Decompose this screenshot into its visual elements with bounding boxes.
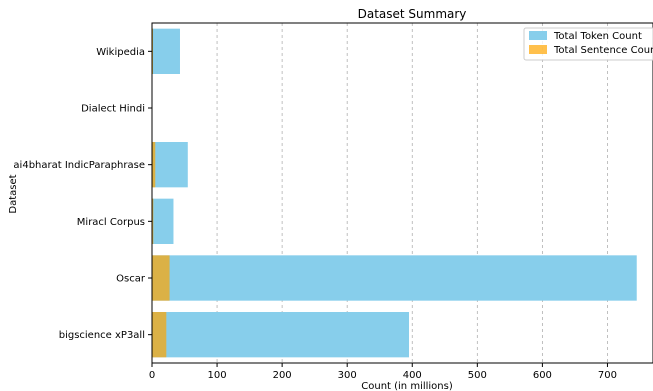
plot-frame <box>151 22 653 364</box>
legend-swatch-total-sentence-count <box>529 45 547 54</box>
y-tick-label: Miracl Corpus <box>77 217 145 228</box>
y-tick-label: bigscience xP3all <box>59 330 145 341</box>
bar-total-token-count-bigscience-xp3all <box>152 312 410 358</box>
legend-swatch-total-token-count <box>529 31 547 40</box>
y-tick-label: Dialect Hindi <box>81 104 145 115</box>
x-tick-label: 400 <box>403 370 422 381</box>
legend: Total Token Count Total Sentence Count <box>523 27 653 61</box>
x-tick-label: 200 <box>273 370 292 381</box>
bar-total-token-count-wikipedia <box>152 28 180 75</box>
chart-title: Dataset Summary <box>358 7 467 21</box>
bar-total-token-count-ai4bharat-indicparaphrase <box>152 142 188 188</box>
y-axis-ticks: Wikipedia Dialect Hindi ai4bharat IndicPar… <box>13 47 152 341</box>
grid <box>151 23 608 363</box>
y-axis-label: Dataset <box>8 174 19 213</box>
bar-total-sentence-count-ai4bharat-indicparaphrase <box>152 142 156 188</box>
x-tick-label: 700 <box>598 370 617 381</box>
bar-total-token-count-miracl-corpus <box>152 198 174 244</box>
x-axis-ticks: 0 100 200 300 400 500 600 700 <box>149 363 617 381</box>
legend-label-total-token-count: Total Token Count <box>553 31 642 42</box>
x-tick-label: 0 <box>149 370 155 381</box>
bar-total-sentence-count-oscar <box>152 255 170 301</box>
x-axis-label: Count (in millions) <box>361 381 453 391</box>
bar-total-token-count-oscar <box>152 255 637 301</box>
bar-total-sentence-count-bigscience-xp3all <box>152 312 167 358</box>
y-tick-label: Oscar <box>116 274 146 285</box>
x-tick-label: 100 <box>208 370 227 381</box>
x-tick-label: 500 <box>468 370 487 381</box>
x-tick-label: 600 <box>533 370 552 381</box>
bar-total-sentence-count-miracl-corpus <box>152 198 154 244</box>
x-tick-label: 300 <box>338 370 357 381</box>
y-tick-label: ai4bharat IndicParaphrase <box>13 160 145 171</box>
bars <box>152 28 637 358</box>
legend-box <box>523 27 653 61</box>
legend-label-total-sentence-count: Total Sentence Count <box>553 45 653 56</box>
y-tick-label: Wikipedia <box>96 47 145 58</box>
